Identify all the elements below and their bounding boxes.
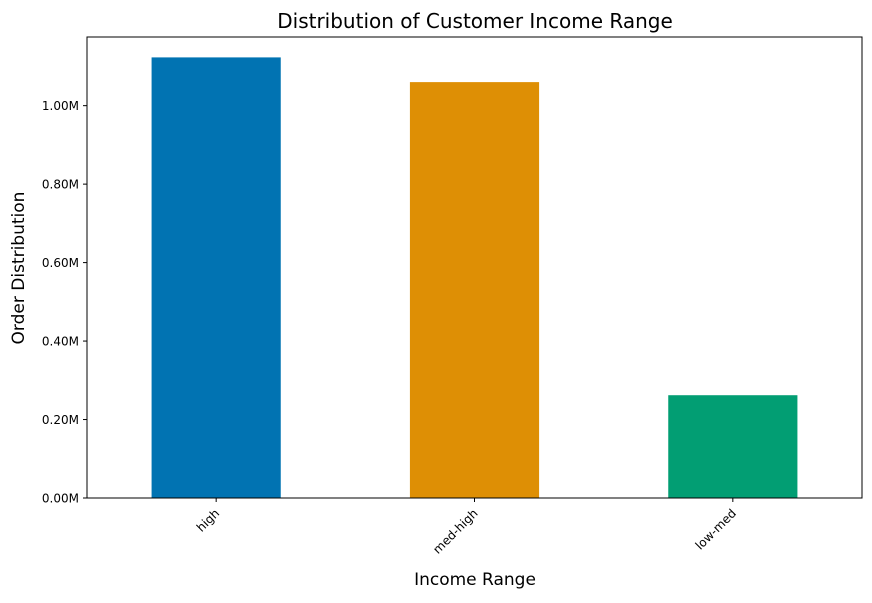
x-tick-label: low-med	[693, 506, 739, 552]
y-tick-label: 0.60M	[42, 256, 79, 270]
y-tick-label: 0.80M	[42, 178, 79, 192]
y-tick-label: 0.40M	[42, 335, 79, 349]
x-axis: high med-high low-med	[194, 498, 739, 557]
x-tick-label: med-high	[430, 506, 480, 556]
y-tick-label: 0.00M	[42, 492, 79, 506]
y-axis-label: Order Distribution	[9, 192, 29, 345]
plot-area	[151, 57, 798, 499]
y-axis: 0.00M 0.20M 0.40M 0.60M 0.80M 1.00M	[42, 99, 87, 506]
bar-med-high	[409, 82, 540, 499]
y-tick-label: 0.20M	[42, 413, 79, 427]
y-tick-label: 1.00M	[42, 99, 79, 113]
bar-high	[151, 57, 281, 499]
bar-low-med	[668, 395, 798, 498]
x-tick-label: high	[194, 506, 222, 534]
x-axis-label: Income Range	[414, 570, 536, 590]
chart-title: Distribution of Customer Income Range	[277, 9, 673, 33]
